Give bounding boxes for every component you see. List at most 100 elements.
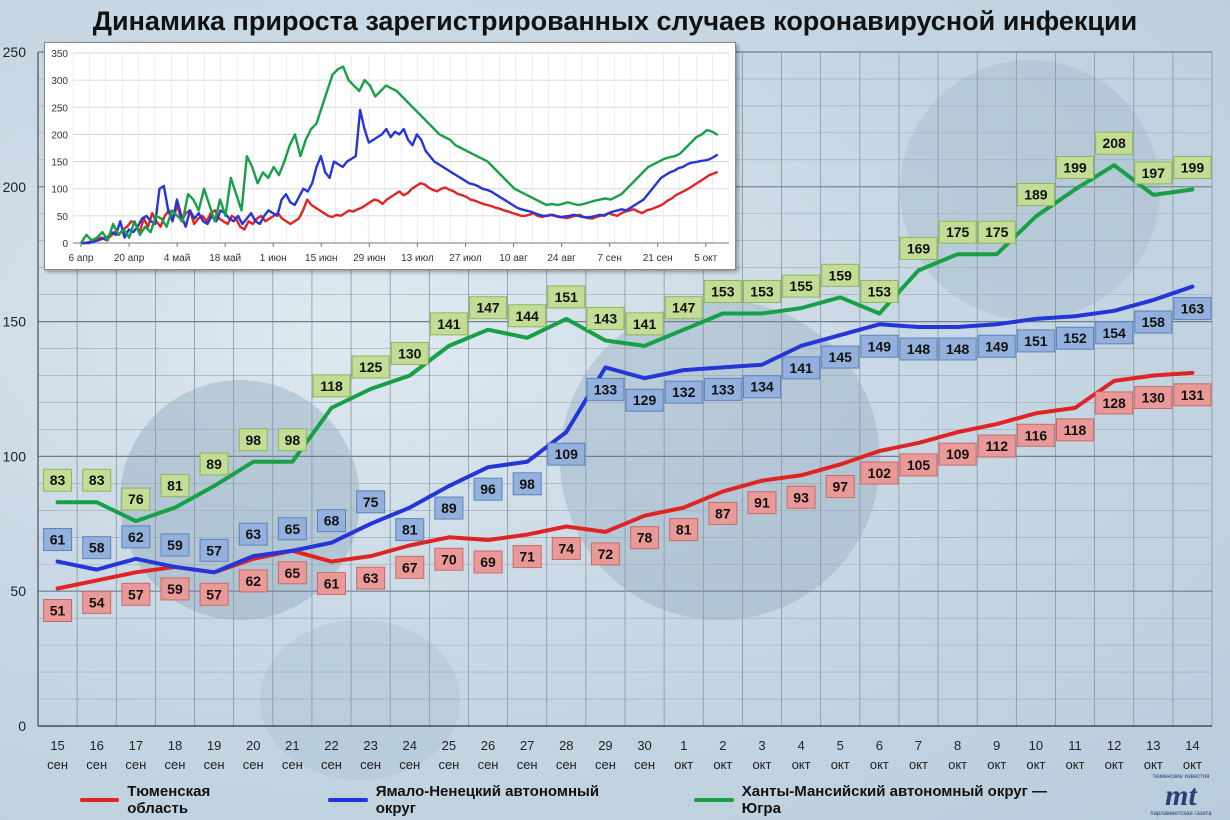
inset-x-tick-label: 5 окт <box>694 253 717 264</box>
data-label-box <box>625 388 664 412</box>
data-label-box <box>434 547 464 571</box>
data-label: 97 <box>825 474 855 498</box>
data-label-text: 147 <box>476 300 500 316</box>
inset-x-tick-label: 24 авг <box>547 253 576 264</box>
x-tick-label-day: 5 <box>837 738 844 753</box>
data-label-box <box>1056 326 1095 350</box>
x-tick-label-month: окт <box>792 757 811 772</box>
data-label-text: 54 <box>89 594 105 610</box>
x-tick-label-month: сен <box>86 757 107 772</box>
x-tick-label-month: окт <box>713 757 732 772</box>
data-label-box <box>512 472 542 496</box>
inset-x-tick-label: 13 июл <box>401 253 434 264</box>
data-label: 145 <box>821 345 860 369</box>
data-label-text: 105 <box>907 457 931 473</box>
x-tick-label-month: окт <box>870 757 889 772</box>
data-label-box <box>821 263 860 287</box>
data-label: 62 <box>121 525 151 549</box>
x-tick-label-day: 13 <box>1146 738 1160 753</box>
data-label-box <box>199 582 229 606</box>
x-tick-label-month: окт <box>674 757 693 772</box>
data-label: 65 <box>277 561 307 585</box>
data-label-text: 129 <box>633 392 657 408</box>
data-label-text: 67 <box>402 559 418 575</box>
data-label: 81 <box>160 474 190 498</box>
data-label-text: 63 <box>245 526 261 542</box>
x-tick-label-month: сен <box>478 757 499 772</box>
data-label: 148 <box>899 337 938 361</box>
data-label: 116 <box>1016 423 1055 447</box>
data-label-box <box>312 374 351 398</box>
data-label-box <box>317 572 346 596</box>
x-tick-label-month: окт <box>1183 757 1202 772</box>
legend-label: Тюменская область <box>127 783 211 817</box>
data-label-text: 81 <box>676 522 692 538</box>
data-label: 197 <box>1134 161 1173 185</box>
x-tick-label-day: 20 <box>246 738 260 753</box>
data-label-box <box>1134 310 1173 334</box>
data-label-box <box>1173 155 1212 179</box>
data-label-text: 199 <box>1063 159 1087 175</box>
x-tick-label-month: окт <box>1026 757 1045 772</box>
data-label-text: 141 <box>633 316 657 332</box>
y-tick-label: 250 <box>3 44 27 60</box>
data-label-text: 71 <box>519 549 535 565</box>
main-lines <box>55 163 1195 591</box>
x-tick-label-month: окт <box>1144 757 1163 772</box>
logo-mark: mt <box>1165 779 1197 812</box>
data-label-text: 153 <box>750 284 774 300</box>
data-label: 130 <box>390 342 429 366</box>
data-label-text: 91 <box>754 495 770 511</box>
data-label-box <box>238 522 268 546</box>
x-tick-label-month: окт <box>987 757 1006 772</box>
y-tick-label: 150 <box>3 314 27 330</box>
data-label-box <box>199 452 229 476</box>
data-label: 102 <box>860 461 899 485</box>
data-label-text: 133 <box>594 381 618 397</box>
data-label-text: 133 <box>711 381 735 397</box>
data-label: 83 <box>43 468 73 492</box>
data-label-box <box>395 518 425 542</box>
data-label-text: 98 <box>519 476 535 492</box>
data-label-text: 175 <box>985 224 1009 240</box>
x-tick-label-month: сен <box>282 757 303 772</box>
data-label-box <box>1134 161 1173 185</box>
data-label-box <box>860 334 899 358</box>
inset-y-tick-label: 250 <box>51 103 68 114</box>
x-tick-label-month: сен <box>243 757 264 772</box>
data-label-text: 109 <box>555 446 579 462</box>
data-label-text: 62 <box>128 529 144 545</box>
data-label: 133 <box>586 377 625 401</box>
data-label-box <box>434 496 464 520</box>
data-label-box <box>664 380 703 404</box>
data-label: 57 <box>199 538 229 562</box>
data-label-text: 70 <box>441 551 457 567</box>
x-tick-label-day: 4 <box>797 738 804 753</box>
data-label: 129 <box>625 388 664 412</box>
data-label: 61 <box>43 528 73 552</box>
y-tick-label: 0 <box>18 718 26 734</box>
inset-series-line <box>81 170 719 245</box>
y-tick-label: 100 <box>3 448 27 464</box>
data-label-box <box>821 345 860 369</box>
inset-y-tick-label: 100 <box>51 185 68 196</box>
data-label-text: 87 <box>715 505 731 521</box>
data-label-box <box>199 538 229 562</box>
x-tick-label-day: 21 <box>285 738 299 753</box>
data-label-text: 83 <box>50 472 66 488</box>
data-label-box <box>938 220 977 244</box>
data-label-box <box>82 536 112 560</box>
main-grid <box>37 51 1213 726</box>
data-label: 148 <box>938 337 977 361</box>
data-label: 78 <box>630 526 660 550</box>
x-tick-label-month: окт <box>1105 757 1124 772</box>
background-decoration <box>260 620 460 780</box>
data-label: 112 <box>977 434 1016 458</box>
data-label-box <box>160 533 190 557</box>
data-label-text: 152 <box>1063 330 1087 346</box>
x-tick-label-day: 25 <box>442 738 456 753</box>
data-label-text: 134 <box>750 379 774 395</box>
data-label: 59 <box>160 533 190 557</box>
data-label: 98 <box>277 428 307 452</box>
